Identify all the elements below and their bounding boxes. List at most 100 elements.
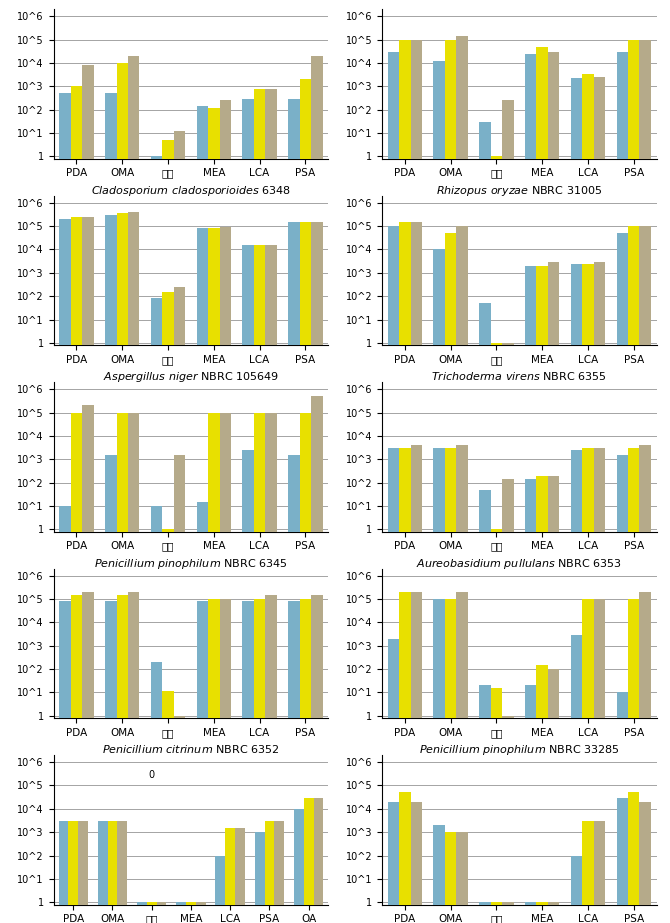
Bar xyxy=(537,665,548,923)
X-axis label: $\it{Penicillium\ pinophilum}$ NBRC 6345: $\it{Penicillium\ pinophilum}$ NBRC 6345 xyxy=(94,557,287,571)
Bar xyxy=(243,601,254,923)
Bar xyxy=(299,413,311,923)
Bar xyxy=(288,455,299,923)
Bar xyxy=(208,413,220,923)
Bar xyxy=(265,246,277,923)
Bar xyxy=(548,52,559,923)
Bar xyxy=(479,686,490,923)
Bar xyxy=(639,40,651,923)
Bar xyxy=(197,502,208,923)
Bar xyxy=(108,821,117,923)
Bar xyxy=(411,40,422,923)
Bar xyxy=(399,793,411,923)
X-axis label: $\it{Cladosporium\ cladosporioides}$ 6348: $\it{Cladosporium\ cladosporioides}$ 634… xyxy=(91,184,291,198)
Bar xyxy=(128,592,139,923)
Bar xyxy=(162,690,174,923)
Bar xyxy=(628,226,639,923)
Bar xyxy=(117,63,128,923)
Bar xyxy=(594,262,605,923)
Bar xyxy=(628,793,639,923)
Bar xyxy=(117,821,127,923)
Bar xyxy=(82,66,94,923)
Bar xyxy=(71,217,82,923)
Bar xyxy=(411,802,422,923)
Bar xyxy=(571,450,582,923)
Bar xyxy=(628,599,639,923)
Bar xyxy=(582,821,594,923)
Bar xyxy=(525,54,537,923)
Bar xyxy=(151,298,162,923)
Bar xyxy=(197,105,208,923)
Bar xyxy=(388,226,399,923)
Bar xyxy=(174,131,185,923)
Bar xyxy=(445,40,456,923)
Bar xyxy=(639,802,651,923)
Bar xyxy=(582,264,594,923)
Bar xyxy=(197,601,208,923)
Bar xyxy=(456,35,468,923)
Bar xyxy=(235,828,245,923)
X-axis label: $\it{Penicillium\ pinophilum}$ NBRC 33285: $\it{Penicillium\ pinophilum}$ NBRC 3328… xyxy=(419,743,620,758)
Bar xyxy=(445,833,456,923)
Bar xyxy=(197,228,208,923)
Bar xyxy=(220,599,231,923)
Bar xyxy=(128,413,139,923)
Bar xyxy=(157,903,166,923)
Bar xyxy=(294,809,304,923)
Bar xyxy=(243,246,254,923)
Bar xyxy=(105,215,117,923)
Bar xyxy=(616,797,628,923)
Bar xyxy=(147,903,157,923)
Bar xyxy=(571,635,582,923)
X-axis label: $\it{Rhizopus\ oryzae}$ NBRC 31005: $\it{Rhizopus\ oryzae}$ NBRC 31005 xyxy=(436,184,602,198)
Bar xyxy=(186,903,196,923)
Bar xyxy=(208,228,220,923)
Bar xyxy=(60,219,71,923)
Bar xyxy=(502,716,513,923)
Bar xyxy=(311,56,322,923)
Bar xyxy=(490,903,502,923)
Bar xyxy=(117,413,128,923)
Bar xyxy=(582,74,594,923)
Bar xyxy=(433,825,445,923)
Text: 0: 0 xyxy=(149,770,155,780)
Bar xyxy=(490,343,502,923)
Bar xyxy=(299,79,311,923)
Bar xyxy=(105,93,117,923)
Bar xyxy=(176,903,186,923)
Bar xyxy=(78,821,88,923)
Bar xyxy=(433,599,445,923)
Bar xyxy=(502,478,513,923)
Bar xyxy=(445,599,456,923)
Bar xyxy=(117,213,128,923)
Bar xyxy=(311,594,322,923)
Bar xyxy=(582,599,594,923)
Bar xyxy=(399,222,411,923)
Bar xyxy=(537,475,548,923)
Bar xyxy=(399,592,411,923)
Bar xyxy=(288,222,299,923)
Bar xyxy=(254,413,265,923)
Bar xyxy=(411,222,422,923)
Bar xyxy=(479,304,490,923)
Bar xyxy=(571,264,582,923)
Bar xyxy=(594,449,605,923)
Bar xyxy=(162,140,174,923)
Bar xyxy=(479,490,490,923)
Bar xyxy=(433,449,445,923)
Bar xyxy=(639,592,651,923)
Bar xyxy=(594,821,605,923)
Bar xyxy=(71,413,82,923)
Bar xyxy=(254,599,265,923)
Bar xyxy=(82,217,94,923)
Bar xyxy=(502,343,513,923)
Bar xyxy=(311,222,322,923)
Bar xyxy=(490,689,502,923)
Bar xyxy=(616,234,628,923)
Bar xyxy=(433,61,445,923)
Bar xyxy=(265,413,277,923)
Bar xyxy=(151,506,162,923)
Bar xyxy=(265,821,274,923)
Bar xyxy=(254,246,265,923)
Bar xyxy=(502,101,513,923)
